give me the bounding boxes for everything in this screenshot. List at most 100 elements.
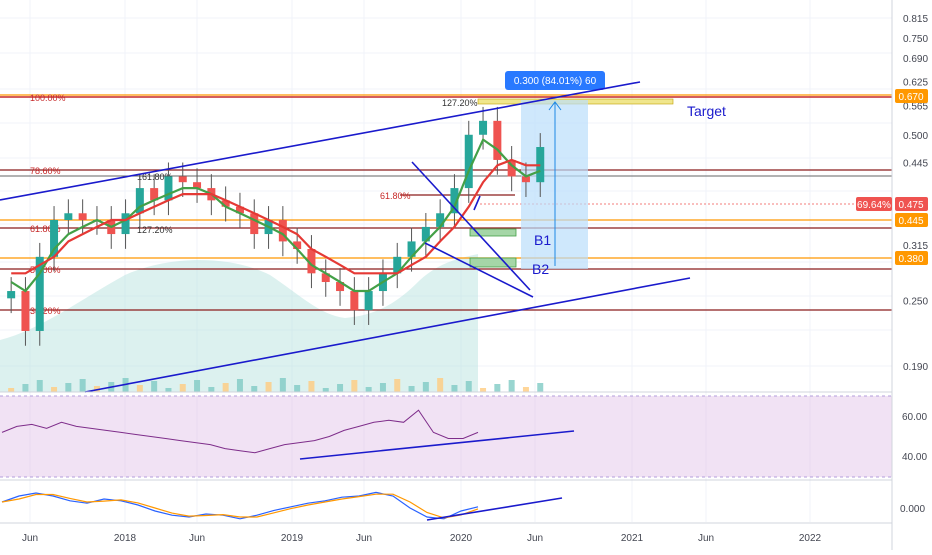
wedge-upper-line	[411, 161, 531, 291]
ma-red-line	[11, 158, 541, 275]
y-tick-label: 0.250	[903, 296, 928, 307]
badge-0380: 0.380	[898, 254, 923, 265]
fib-ext-label-1618: 161.80%	[137, 172, 173, 182]
x-tick-label: 2018	[114, 533, 137, 544]
volume-bar	[222, 383, 229, 392]
x-tick-label: 2021	[621, 533, 644, 544]
x-tick-label: Jun	[698, 533, 714, 544]
wedge-lower-line	[424, 242, 534, 298]
volume-bars	[8, 378, 544, 392]
candle-body	[135, 188, 144, 214]
volume-bar	[351, 380, 358, 392]
candle-body	[278, 220, 287, 242]
fib-label-618: 61.80%	[30, 224, 61, 234]
volume-bar	[437, 378, 444, 392]
candle-body	[407, 241, 416, 257]
rsi-tick-60: 60.00	[902, 412, 927, 423]
rsi-band	[0, 396, 892, 477]
b2-zone	[469, 257, 517, 268]
candle-body	[121, 213, 130, 235]
y-grid	[0, 17, 892, 367]
macd-signal-line	[1, 493, 479, 519]
candle-body	[321, 273, 330, 283]
candle-body	[493, 120, 502, 160]
candle-body	[50, 220, 59, 257]
y-tick-label: 0.445	[903, 159, 928, 170]
candle-body	[421, 226, 430, 242]
volume-profile-area	[0, 254, 478, 392]
y-tick-label: 0.690	[903, 54, 928, 65]
x-tick-label: 2020	[450, 533, 473, 544]
y-tick-label: 0.500	[903, 131, 928, 142]
volume-bar	[408, 386, 415, 392]
badge-0670: 0.670	[898, 92, 923, 103]
volume-bar	[8, 388, 15, 392]
candle-body	[521, 176, 530, 183]
volume-bar	[79, 379, 86, 392]
candle-body	[193, 182, 202, 189]
volume-bar	[480, 388, 487, 392]
macd-tick-0: 0.000	[900, 504, 925, 515]
volume-bar	[279, 378, 286, 392]
volume-bar	[322, 388, 329, 392]
volume-bar	[451, 385, 458, 392]
fib-label-618-b: 61.80%	[380, 191, 411, 201]
volume-bar	[51, 387, 58, 392]
badge-0475: 0.475	[898, 200, 923, 211]
volume-bar	[136, 385, 143, 392]
lower-channel-line	[84, 277, 691, 393]
macd-line	[1, 491, 479, 520]
upper-channel-line	[0, 81, 641, 201]
volume-bar	[65, 383, 72, 392]
measure-label: 0.300 (84.01%) 60	[514, 76, 597, 87]
candle-body	[250, 213, 259, 235]
y-tick-label: 0.190	[903, 362, 928, 373]
volume-bar	[465, 381, 472, 392]
volume-bar	[265, 382, 272, 392]
x-tick-label: Jun	[22, 533, 38, 544]
volume-bar	[165, 388, 172, 392]
candle-body	[293, 241, 302, 250]
candle-body	[479, 120, 488, 135]
volume-bar	[308, 381, 315, 392]
candle-body	[464, 134, 473, 189]
candle-body	[507, 159, 516, 177]
badge-pct: 69.64%	[857, 200, 891, 211]
volume-bar	[494, 384, 501, 392]
volume-bar	[337, 384, 344, 392]
fib-ext-label-1272-left: 127.20%	[137, 225, 173, 235]
candle-body	[307, 249, 316, 274]
candle-body	[178, 176, 187, 183]
volume-bar	[22, 384, 29, 392]
volume-bar	[236, 379, 243, 392]
y-tick-label: 0.565	[903, 102, 928, 113]
x-tick-label: Jun	[527, 533, 543, 544]
fib-ext-label-1272-top: 127.20%	[442, 98, 478, 108]
trend-lines	[0, 81, 691, 393]
candle-body	[7, 291, 16, 299]
badge-0670-bg	[895, 89, 928, 103]
candle-body	[21, 291, 30, 331]
volume-bar	[179, 384, 186, 392]
ma-green-line	[10, 137, 541, 293]
volume-bar	[151, 381, 158, 392]
b1-label: B1	[534, 232, 551, 248]
candle-body	[78, 213, 87, 221]
volume-bar	[208, 387, 215, 392]
candle-body	[393, 256, 402, 274]
b1-zone	[469, 228, 517, 237]
rsi-trend-line	[299, 430, 575, 460]
fib-levels	[0, 94, 892, 311]
rsi-tick-40: 40.00	[902, 452, 927, 463]
x-tick-label: 2019	[281, 533, 304, 544]
rsi-line	[1, 409, 479, 454]
volume-bar	[508, 380, 515, 392]
x-axis-ticks: Jun 2018 Jun 2019 Jun 2020 Jun 2021 Jun 2022	[22, 533, 822, 544]
candle-body	[436, 213, 445, 227]
volume-bar	[294, 385, 301, 392]
volume-bar	[394, 379, 401, 392]
measure-arrow-head	[548, 101, 562, 111]
